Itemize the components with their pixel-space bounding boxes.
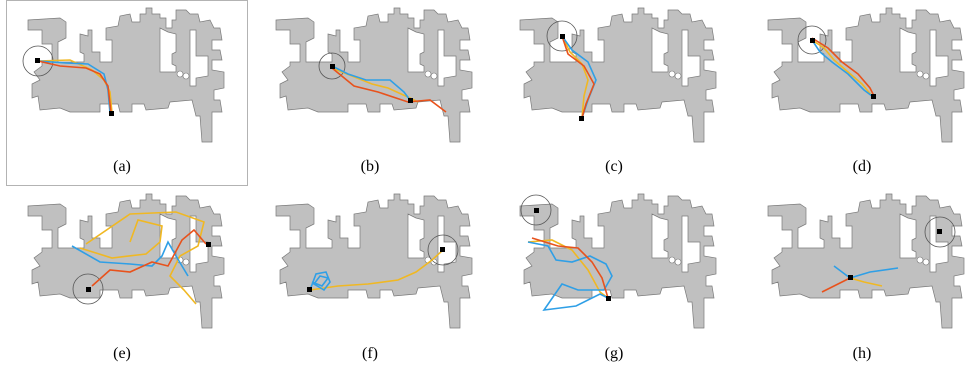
agent-marker bbox=[109, 111, 114, 116]
panel-f: (f) bbox=[248, 186, 492, 372]
start-marker bbox=[534, 208, 539, 213]
path-blue bbox=[833, 265, 899, 279]
panel-label: (c) bbox=[605, 158, 623, 175]
panel-label: (e) bbox=[113, 345, 131, 362]
path-red bbox=[37, 60, 112, 114]
floorplan-map bbox=[767, 193, 965, 329]
floorplan-map bbox=[27, 193, 225, 329]
start-marker bbox=[810, 38, 815, 43]
panel-g: (g) bbox=[492, 186, 736, 372]
start-marker bbox=[560, 34, 565, 39]
panel-c: (c) bbox=[492, 0, 736, 186]
path-orange bbox=[849, 277, 883, 287]
panel-h: (h) bbox=[740, 186, 970, 372]
panel-label: (h) bbox=[852, 345, 872, 362]
floorplan-map bbox=[767, 7, 965, 143]
goal-marker bbox=[937, 229, 942, 234]
path-orange bbox=[85, 211, 205, 305]
path-blue bbox=[811, 39, 873, 97]
agent-marker bbox=[871, 94, 876, 99]
floorplan-map bbox=[519, 7, 717, 143]
floorplan-map bbox=[519, 193, 717, 329]
path-red bbox=[811, 37, 875, 97]
panel-e: (e) bbox=[0, 186, 244, 372]
path-red bbox=[91, 228, 207, 287]
goal-marker bbox=[440, 247, 445, 252]
start-marker bbox=[35, 58, 40, 63]
path-orange bbox=[309, 249, 444, 291]
path-blue bbox=[331, 65, 411, 101]
panel-label: (a) bbox=[113, 158, 131, 175]
floorplan-map bbox=[275, 7, 473, 143]
agent-marker bbox=[579, 116, 584, 121]
path-orange bbox=[79, 219, 163, 259]
panel-label: (b) bbox=[360, 158, 380, 175]
path-red bbox=[561, 35, 595, 119]
path-red bbox=[531, 237, 609, 299]
goal-circle bbox=[318, 52, 346, 80]
panel-label: (f) bbox=[362, 345, 378, 362]
goal-marker bbox=[86, 287, 91, 292]
agent-marker bbox=[206, 242, 211, 247]
path-orange bbox=[561, 35, 589, 119]
goal-circle bbox=[427, 234, 459, 266]
path-red bbox=[331, 67, 447, 113]
goal-circle bbox=[546, 20, 578, 52]
path-blue bbox=[527, 241, 613, 312]
agent-marker bbox=[606, 296, 611, 301]
goal-circle bbox=[924, 216, 956, 248]
goal-circle bbox=[797, 25, 827, 55]
floorplan-map bbox=[22, 7, 225, 143]
selected-panel-frame bbox=[6, 0, 248, 186]
floorplan-map bbox=[275, 193, 473, 329]
start-marker bbox=[330, 64, 335, 69]
panel-a: (a) bbox=[0, 0, 248, 186]
path-orange bbox=[811, 39, 873, 97]
panel-d: (d) bbox=[740, 0, 970, 186]
panel-b: (b) bbox=[248, 0, 492, 186]
goal-circle bbox=[520, 194, 552, 226]
agent-marker bbox=[307, 287, 312, 292]
path-red bbox=[821, 277, 851, 293]
panel-label: (d) bbox=[852, 158, 872, 175]
path-orange bbox=[37, 59, 113, 114]
agent-marker bbox=[848, 275, 853, 280]
agent-marker bbox=[408, 98, 413, 103]
panel-label: (g) bbox=[604, 345, 624, 362]
goal-circle bbox=[72, 273, 104, 305]
path-blue bbox=[309, 271, 331, 292]
